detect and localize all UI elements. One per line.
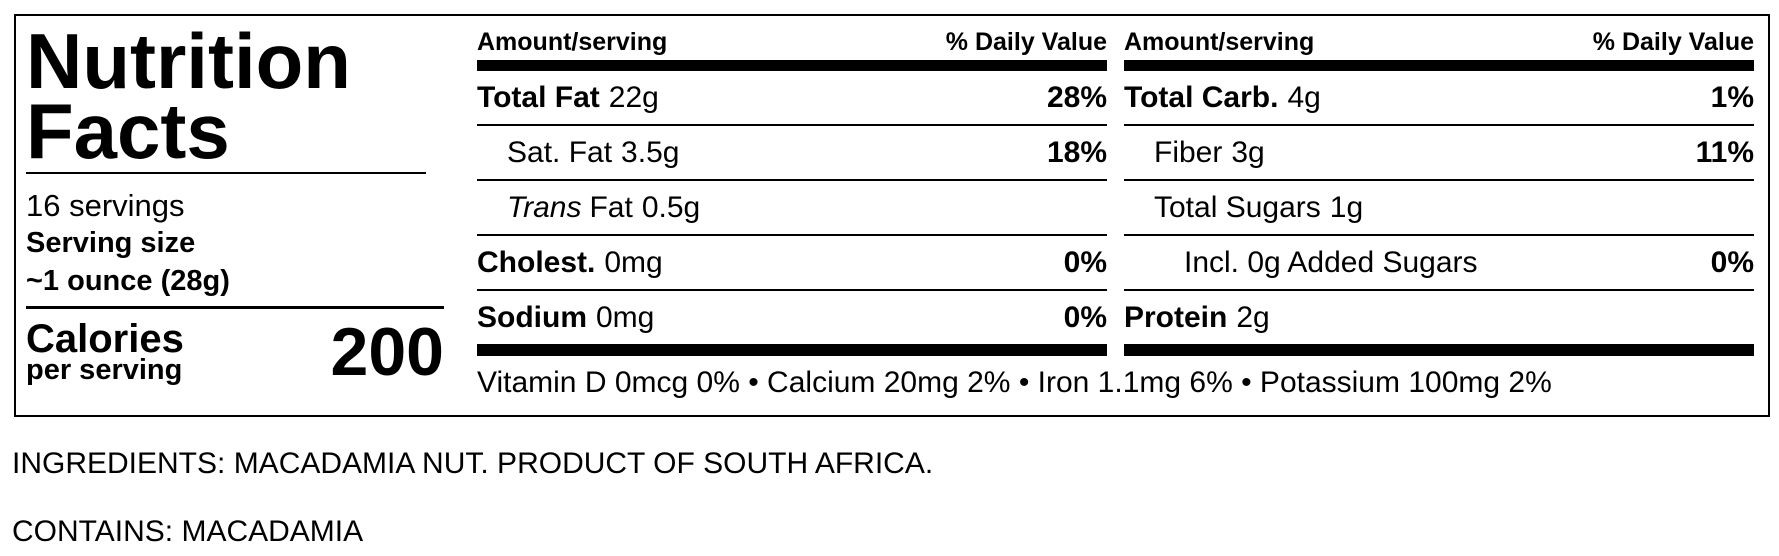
nutrient-name: Cholest. — [477, 245, 596, 279]
nutrient-name: Fiber — [1154, 135, 1223, 169]
nutrient-row: Total Fat 22g 28% — [477, 71, 1107, 126]
nutrient-name: Protein — [1124, 300, 1228, 334]
header-amount: Amount/serving — [477, 28, 668, 56]
nutrient-name: Total Fat — [477, 80, 600, 114]
column-header: Amount/serving % Daily Value — [477, 28, 1107, 71]
nutrient-amount: 0mg — [604, 245, 663, 279]
calories-sub: per serving — [26, 354, 183, 386]
nutrient-row: Fiber 3g 11% — [1124, 126, 1754, 181]
calories-label: Calories — [26, 317, 184, 361]
nutrient-amount: 3g — [1231, 135, 1265, 169]
nutrient-amount: 3.5g — [621, 135, 680, 169]
nutrient-dv: 0% — [1063, 300, 1107, 334]
calories-value: 200 — [330, 314, 444, 390]
serving-size: ~1 ounce (28g) — [26, 262, 444, 309]
nutrient-name: Sat. Fat — [507, 135, 613, 169]
nutrient-dv: 18% — [1046, 135, 1107, 169]
serving-size-label: Serving size — [26, 227, 196, 259]
left-panel: Nutrition Facts 16 servings Serving size… — [26, 22, 444, 389]
nutrient-row: Total Carb. 4g 1% — [1124, 71, 1754, 126]
header-dv: % Daily Value — [1592, 28, 1754, 56]
nutrient-amount: 4g — [1287, 80, 1321, 114]
nutrient-row: Total Sugars 1g — [1124, 181, 1754, 236]
header-amount: Amount/serving — [1124, 28, 1315, 56]
nutrient-name: Trans — [507, 190, 582, 224]
nutrient-name: Total Carb. — [1124, 80, 1279, 114]
nutrient-row: Incl. 0g Added Sugars 0% — [1124, 236, 1754, 291]
header-dv: % Daily Value — [945, 28, 1107, 56]
nutrient-row: Sodium 0mg 0% — [477, 291, 1107, 356]
calories: Calories per serving 200 — [26, 309, 444, 389]
nutrient-name: Incl. 0g Added Sugars — [1184, 245, 1478, 279]
contains: CONTAINS: MACADAMIA — [12, 515, 364, 548]
nutrient-dv: 0% — [1063, 245, 1107, 279]
nutrient-name: Total Sugars — [1154, 190, 1321, 224]
nutrient-dv: 1% — [1710, 80, 1754, 114]
nutrient-row: Sat. Fat 3.5g 18% — [477, 126, 1107, 181]
nutrient-dv: 0% — [1710, 245, 1754, 279]
nutrient-amount: 2g — [1236, 300, 1270, 334]
nutrient-column: Amount/serving % Daily Value Total Fat 22g 2… — [477, 28, 1107, 356]
nutrient-amount: 22g — [608, 80, 659, 114]
nutrient-row: Trans Fat 0.5g — [477, 181, 1107, 236]
nutrient-amount: 1g — [1329, 190, 1364, 224]
column-header: Amount/serving % Daily Value — [1124, 28, 1754, 71]
nutrient-row: Cholest. 0mg 0% — [477, 236, 1107, 291]
nutrient-name: Sodium — [477, 300, 587, 334]
nutrient-amount: 0mg — [596, 300, 655, 334]
nutrient-amount: 0.5g — [641, 190, 701, 224]
title: Nutrition Facts — [26, 22, 426, 174]
servings: 16 servings — [26, 188, 185, 223]
nutrient-name-rest: Fat — [589, 190, 633, 224]
nutrient-column: Amount/serving % Daily Value Total Carb. 4g… — [1124, 28, 1754, 356]
nutrition-label: Nutrition Facts 16 servings Serving size… — [14, 14, 1770, 417]
nutrient-dv: 11% — [1695, 135, 1754, 169]
nutrient-row: Protein 2g — [1124, 291, 1754, 356]
ingredients: INGREDIENTS: MACADAMIA NUT. PRODUCT OF S… — [12, 447, 934, 480]
nutrient-dv: 28% — [1046, 80, 1107, 114]
vitamins: Vitamin D 0mcg 0% • Calcium 20mg 2% • Ir… — [477, 366, 1552, 399]
